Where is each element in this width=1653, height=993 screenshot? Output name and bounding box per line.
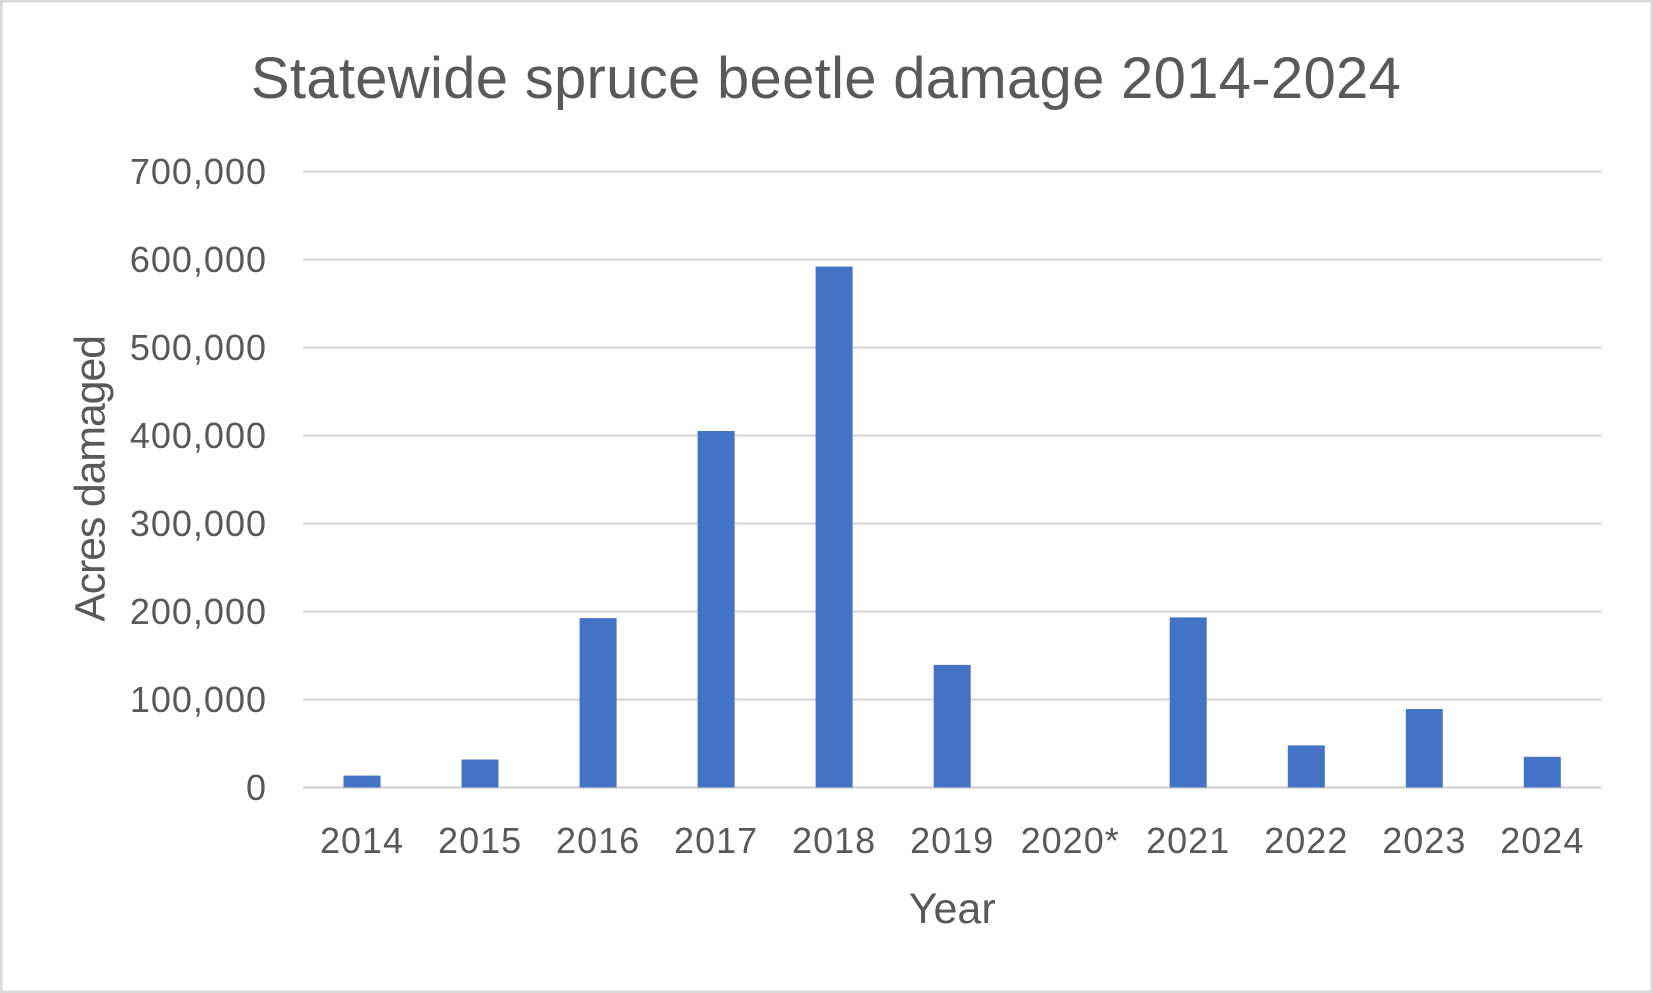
- svg-text:300,000: 300,000: [130, 503, 267, 544]
- svg-text:2016: 2016: [556, 820, 640, 861]
- svg-text:2017: 2017: [674, 820, 758, 861]
- svg-text:200,000: 200,000: [130, 591, 267, 632]
- svg-text:2023: 2023: [1382, 820, 1466, 861]
- svg-text:2018: 2018: [792, 820, 876, 861]
- svg-text:100,000: 100,000: [130, 679, 267, 720]
- svg-text:500,000: 500,000: [130, 327, 267, 368]
- svg-text:2024: 2024: [1500, 820, 1584, 861]
- svg-text:2020*: 2020*: [1021, 820, 1120, 861]
- svg-text:Acres damaged: Acres damaged: [67, 336, 115, 622]
- svg-text:2015: 2015: [438, 820, 522, 861]
- svg-text:700,000: 700,000: [130, 151, 267, 192]
- svg-text:Year: Year: [909, 885, 996, 933]
- svg-text:400,000: 400,000: [130, 415, 267, 456]
- svg-text:Statewide spruce beetle damage: Statewide spruce beetle damage 2014-2024: [251, 46, 1401, 111]
- svg-text:2019: 2019: [910, 820, 994, 861]
- svg-text:600,000: 600,000: [130, 239, 267, 280]
- svg-text:2014: 2014: [320, 820, 404, 861]
- svg-text:2022: 2022: [1264, 820, 1348, 861]
- svg-text:0: 0: [246, 767, 267, 808]
- svg-text:2021: 2021: [1146, 820, 1230, 861]
